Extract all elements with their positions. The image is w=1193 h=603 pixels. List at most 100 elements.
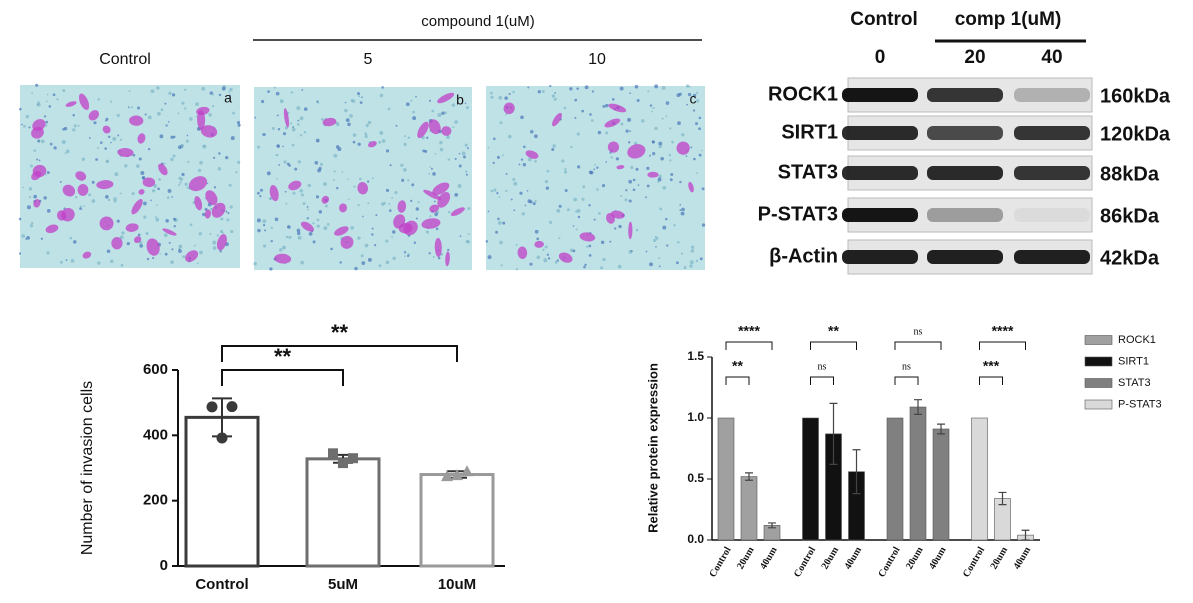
stain-dot bbox=[448, 210, 451, 214]
invading-cell bbox=[129, 115, 144, 126]
stain-dot bbox=[317, 102, 320, 104]
stain-dot bbox=[97, 261, 101, 265]
stain-dot bbox=[211, 93, 215, 96]
stain-dot bbox=[661, 117, 664, 120]
stain-dot bbox=[519, 191, 523, 195]
significance-bracket bbox=[979, 341, 1026, 350]
stain-dot bbox=[308, 232, 313, 236]
stain-dot bbox=[349, 114, 353, 118]
stain-dot bbox=[46, 100, 48, 103]
invading-cell bbox=[102, 125, 111, 134]
stain-dot bbox=[572, 249, 576, 253]
stain-dot bbox=[508, 92, 511, 95]
stain-dot bbox=[496, 155, 500, 159]
blot-size: 120kDa bbox=[1100, 123, 1171, 145]
stain-dot bbox=[371, 227, 374, 230]
stain-dot bbox=[371, 233, 374, 236]
stain-dot bbox=[669, 127, 672, 130]
stain-dot bbox=[262, 133, 266, 137]
stain-dot bbox=[701, 187, 705, 191]
stain-dot bbox=[415, 95, 417, 98]
stain-dot bbox=[499, 240, 503, 245]
stain-dot bbox=[276, 114, 279, 117]
stain-dot bbox=[150, 199, 152, 202]
stain-dot bbox=[523, 145, 526, 149]
stain-dot bbox=[109, 259, 114, 264]
stain-dot bbox=[602, 104, 606, 108]
significance-label: ns bbox=[902, 361, 911, 372]
stain-dot bbox=[402, 167, 407, 172]
stain-dot bbox=[208, 113, 212, 117]
band bbox=[1014, 208, 1090, 222]
stain-dot bbox=[199, 160, 203, 165]
stain-dot bbox=[357, 142, 361, 146]
stain-dot bbox=[534, 199, 537, 203]
stain-dot bbox=[185, 139, 189, 143]
stain-dot bbox=[698, 116, 702, 120]
stain-dot bbox=[605, 161, 608, 163]
stain-dot bbox=[554, 260, 558, 264]
stain-dot bbox=[534, 159, 537, 163]
invading-cell bbox=[628, 221, 633, 240]
stain-dot bbox=[627, 117, 632, 122]
stain-dot bbox=[364, 243, 369, 248]
stain-dot bbox=[367, 202, 370, 205]
invading-cell bbox=[194, 196, 203, 211]
stain-dot bbox=[28, 187, 33, 191]
stain-dot bbox=[392, 256, 396, 261]
bar bbox=[802, 417, 819, 541]
x-tick-label: Control bbox=[195, 576, 248, 593]
stain-dot bbox=[352, 133, 357, 137]
stain-dot bbox=[186, 134, 189, 137]
stain-dot bbox=[457, 183, 462, 188]
stain-dot bbox=[137, 106, 141, 110]
stain-dot bbox=[23, 124, 26, 128]
bar bbox=[932, 428, 950, 541]
stain-dot bbox=[296, 106, 301, 111]
stain-dot bbox=[300, 260, 304, 265]
invading-cell bbox=[321, 195, 330, 204]
stain-dot bbox=[184, 107, 187, 110]
error-bar bbox=[745, 472, 753, 481]
significance-label: **** bbox=[992, 323, 1014, 339]
stain-dot bbox=[170, 157, 174, 162]
stain-dot bbox=[201, 86, 206, 91]
stain-dot bbox=[490, 91, 493, 95]
stain-dot bbox=[680, 252, 684, 255]
stain-dot bbox=[374, 244, 377, 247]
stain-dot bbox=[441, 111, 445, 115]
stain-dot bbox=[405, 102, 410, 107]
invading-cell bbox=[82, 251, 92, 259]
stain-dot bbox=[410, 99, 413, 102]
stain-dot bbox=[666, 244, 669, 247]
stain-dot bbox=[544, 260, 546, 263]
bar bbox=[717, 417, 735, 541]
stain-dot bbox=[262, 244, 267, 248]
stain-dot bbox=[303, 107, 308, 111]
stain-dot bbox=[379, 93, 384, 98]
stain-dot bbox=[147, 147, 151, 151]
stain-dot bbox=[341, 170, 344, 173]
stain-dot bbox=[659, 207, 663, 211]
invading-cell bbox=[517, 246, 528, 259]
data-point bbox=[226, 401, 238, 413]
stain-dot bbox=[513, 209, 516, 212]
stain-dot bbox=[46, 251, 50, 255]
stain-dot bbox=[378, 140, 382, 144]
stain-dot bbox=[30, 221, 34, 225]
stain-dot bbox=[464, 143, 468, 147]
stain-dot bbox=[181, 172, 185, 177]
lane-label: 40 bbox=[1041, 47, 1062, 68]
stain-dot bbox=[274, 217, 279, 222]
stain-dot bbox=[609, 151, 612, 154]
stain-dot bbox=[589, 170, 594, 175]
stain-dot bbox=[637, 184, 640, 186]
stain-dot bbox=[451, 103, 456, 107]
significance-label: ** bbox=[274, 344, 292, 369]
stain-dot bbox=[385, 188, 390, 193]
stain-dot bbox=[432, 256, 435, 259]
stain-dot bbox=[212, 246, 217, 250]
stain-dot bbox=[226, 218, 230, 222]
invading-cell bbox=[31, 126, 44, 139]
stain-dot bbox=[259, 195, 262, 198]
